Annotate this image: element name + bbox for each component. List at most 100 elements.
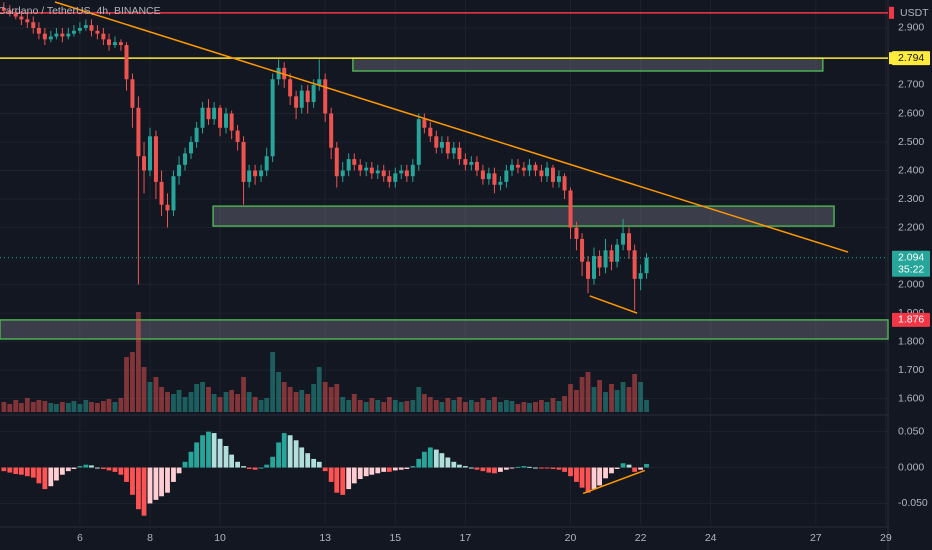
volume-bar xyxy=(77,404,83,412)
candle-body xyxy=(422,119,427,128)
macd-bar xyxy=(427,447,433,468)
macd-bar xyxy=(527,466,532,468)
candle-body xyxy=(165,204,170,211)
candle-body xyxy=(159,181,164,205)
chart-title: Cardano / TetherUS, 4h, BINANCE xyxy=(0,5,161,17)
volume-bar xyxy=(498,402,503,412)
price-tag-label: 2.094 xyxy=(898,252,924,264)
macd-bar xyxy=(206,431,211,468)
macd-bar xyxy=(398,467,404,470)
macd-bar xyxy=(165,467,170,493)
candle-body xyxy=(574,227,579,239)
candle-body xyxy=(457,147,462,160)
macd-bar xyxy=(539,467,544,469)
volume-bar xyxy=(626,387,632,412)
volume-bar xyxy=(468,400,474,412)
candle-body xyxy=(60,33,65,37)
volume-bar xyxy=(24,398,30,412)
macd-bar xyxy=(433,449,439,468)
candle-body xyxy=(369,167,374,174)
volume-bar xyxy=(316,367,322,412)
candle-body xyxy=(445,141,450,154)
macd-bar xyxy=(585,467,591,493)
volume-bar xyxy=(451,400,457,412)
macd-bar xyxy=(258,467,264,469)
candle-body xyxy=(627,233,632,251)
candle-body xyxy=(294,96,299,108)
volume-bar xyxy=(369,398,375,412)
candle-body xyxy=(83,25,88,28)
candle-body xyxy=(603,250,608,268)
volume-bar xyxy=(118,398,124,412)
candle-body xyxy=(153,136,158,182)
candle-body xyxy=(586,261,591,279)
y-tick-label: 2.000 xyxy=(898,278,924,290)
x-tick-label: 15 xyxy=(389,532,401,544)
candle-body xyxy=(364,167,369,171)
macd-bar xyxy=(264,464,270,468)
volume-bar xyxy=(36,400,42,412)
y-tick-label: 2.600 xyxy=(898,107,924,119)
macd-bar xyxy=(451,461,457,468)
volume-bar xyxy=(439,402,445,412)
macd-bar xyxy=(246,467,252,469)
volume-bar xyxy=(241,377,246,412)
macd-bar xyxy=(550,467,556,469)
volume-bar xyxy=(562,396,567,412)
candle-body xyxy=(498,181,503,185)
candle-body xyxy=(25,19,30,23)
candle-body xyxy=(638,273,643,279)
macd-bar xyxy=(217,438,223,468)
candle-body xyxy=(609,250,614,262)
macd-bar xyxy=(503,467,509,470)
candle-body xyxy=(130,79,135,108)
volume-bar xyxy=(322,382,328,412)
volume-bar xyxy=(492,397,497,412)
volume-bar xyxy=(65,403,71,412)
macd-bar xyxy=(159,467,164,497)
macd-bar xyxy=(644,463,649,468)
macd-bar xyxy=(24,467,30,477)
macd-bar xyxy=(188,451,194,468)
candle-body xyxy=(48,36,53,40)
candle-body xyxy=(375,170,380,174)
volume-bar xyxy=(147,382,153,412)
volume-bar xyxy=(276,372,281,412)
candle-body xyxy=(317,79,322,85)
volume-bar xyxy=(632,374,638,412)
candle-body xyxy=(358,164,363,171)
zone xyxy=(352,57,824,72)
volume-bar xyxy=(427,397,433,412)
candle-body xyxy=(241,141,246,182)
x-tick-label: 13 xyxy=(319,532,331,544)
price-tag-label: 1.876 xyxy=(898,314,924,326)
candle-body xyxy=(393,173,398,182)
candle-body xyxy=(439,141,444,148)
macd-bar xyxy=(544,467,550,469)
y-tick-label: 1.600 xyxy=(898,392,924,404)
macd-bar xyxy=(597,467,602,486)
macd-bar xyxy=(95,467,100,469)
volume-bar xyxy=(410,400,416,412)
volume-bar xyxy=(30,402,36,412)
x-tick-label: 10 xyxy=(214,532,226,544)
volume-bar xyxy=(503,400,509,412)
volume-bar xyxy=(258,400,264,412)
candle-body xyxy=(112,42,117,46)
x-tick-label: 20 xyxy=(565,532,577,544)
macd-bar xyxy=(632,467,638,472)
macd-bar xyxy=(328,467,334,482)
volume-bar xyxy=(223,392,229,412)
candle-body xyxy=(264,156,269,171)
candle-body xyxy=(253,170,258,177)
candle-body xyxy=(54,33,59,37)
macd-bar xyxy=(480,467,486,472)
candle-body xyxy=(644,257,649,274)
macd-bar xyxy=(182,461,188,468)
macd-bar xyxy=(112,467,118,472)
macd-bar xyxy=(281,433,287,468)
macd-bar xyxy=(638,467,643,470)
volume-bar xyxy=(509,401,515,412)
